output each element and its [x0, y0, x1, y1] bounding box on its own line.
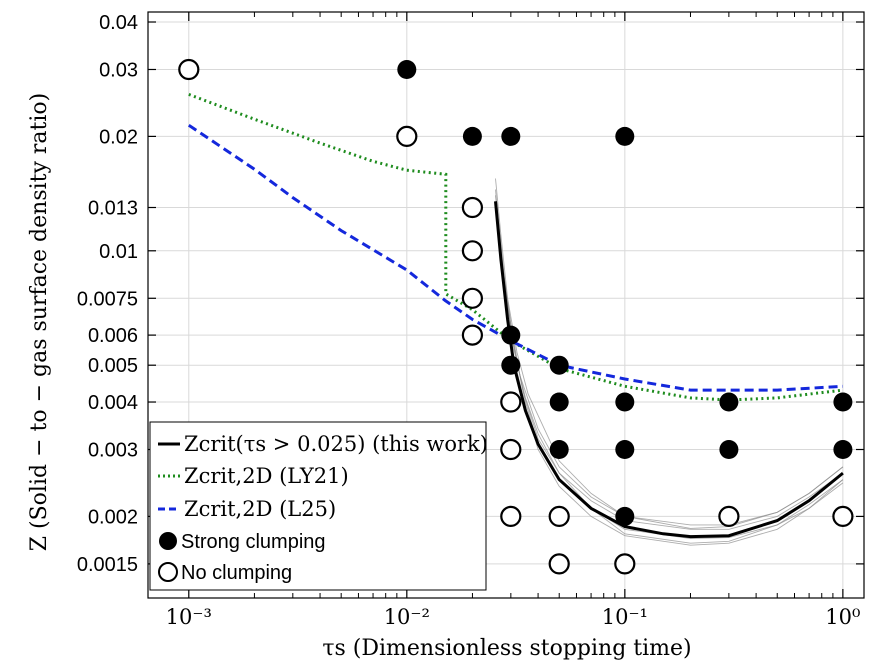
strong-clumping-point — [615, 440, 635, 459]
strong-clumping-point — [549, 440, 569, 459]
strong-clumping-point — [719, 392, 739, 412]
sample-curve — [495, 189, 844, 530]
strong-clumping-point — [462, 126, 482, 146]
no-clumping-point — [500, 505, 522, 528]
x-tick-label: 10⁰ — [825, 605, 860, 629]
strong-clumping-point — [719, 440, 739, 459]
legend-box — [149, 421, 487, 591]
y-tick-label: 0.04 — [99, 12, 138, 34]
no-clumping-point — [718, 505, 740, 528]
legend-label-none: No clumping — [181, 562, 292, 584]
y-tick-label: 0.004 — [88, 392, 138, 414]
plot-frame — [147, 11, 865, 599]
y-tick-label: 0.0075 — [77, 288, 138, 310]
legend-label-zcrit: Zcrit(τs > 0.025) (this work) — [184, 432, 488, 456]
strong-clumping-point — [615, 392, 635, 412]
y-tick-label: 0.02 — [99, 126, 138, 148]
axis-ticks: 10⁻³ 10⁻² 10⁻¹ 10⁰ 0.0015 0.002 0.003 0.004 0.00… — [77, 12, 864, 629]
strong-clumping-point — [501, 355, 521, 375]
sample-curve — [495, 178, 844, 529]
sample-curve — [496, 220, 844, 546]
no-clumping-point — [500, 438, 522, 461]
legend-swatch-strong — [159, 532, 177, 550]
no-clumping-point — [461, 324, 483, 346]
strong-clumping-point — [397, 60, 417, 79]
y-tick-label: 0.003 — [88, 440, 138, 462]
x-axis-label: τs (Dimensionless stopping time) — [322, 636, 691, 661]
no-clumping-point — [396, 125, 418, 147]
series-line-zcrit — [494, 201, 844, 539]
no-clumping-point — [832, 505, 854, 528]
strong-clumping-point — [615, 126, 635, 146]
legend-label-ly21: Zcrit,2D (LY21) — [184, 464, 349, 488]
no-clumping-point — [548, 505, 570, 528]
strong-clumping-point — [833, 392, 853, 412]
y-tick-label: 0.03 — [99, 59, 138, 81]
y-tick-label: 0.0015 — [77, 554, 138, 576]
strong-clumping-point — [615, 506, 635, 526]
strong-clumping-point — [833, 440, 853, 459]
legend-label-l25: Zcrit,2D (L25) — [184, 497, 336, 521]
no-clumping-point — [614, 553, 636, 575]
no-clumping-point — [500, 391, 522, 413]
y-tick-label: 0.005 — [88, 355, 138, 377]
no-clumping-point — [548, 553, 570, 575]
sample-curve — [496, 213, 844, 544]
legend-label-strong: Strong clumping — [181, 531, 326, 553]
series-line-l25 — [187, 123, 843, 392]
no-clumping-point — [461, 287, 483, 309]
x-tick-label: 10⁻² — [384, 605, 430, 629]
legend-swatch-none — [158, 562, 178, 582]
x-tick-label: 10⁻³ — [166, 605, 212, 629]
x-tick-label: 10⁻¹ — [602, 605, 648, 629]
y-tick-label: 0.01 — [99, 241, 138, 263]
legend: Zcrit(τs > 0.025) (this work) Zcrit,2D (… — [149, 421, 488, 591]
y-tick-label: 0.013 — [88, 197, 138, 219]
y-tick-label: 0.002 — [88, 506, 138, 528]
strong-clumping-point — [501, 325, 521, 345]
y-tick-label: 0.006 — [88, 325, 138, 347]
y-axis-label: Z (Solid − to − gas surface density rati… — [27, 93, 52, 552]
sample-curve — [495, 195, 844, 526]
strong-clumping-point — [549, 392, 569, 412]
no-clumping-point — [461, 240, 483, 262]
no-clumping-point — [178, 58, 200, 81]
no-clumping-point — [461, 196, 483, 219]
strong-clumping-point — [501, 126, 521, 146]
strong-clumping-point — [549, 355, 569, 375]
sample-curve — [496, 207, 844, 539]
